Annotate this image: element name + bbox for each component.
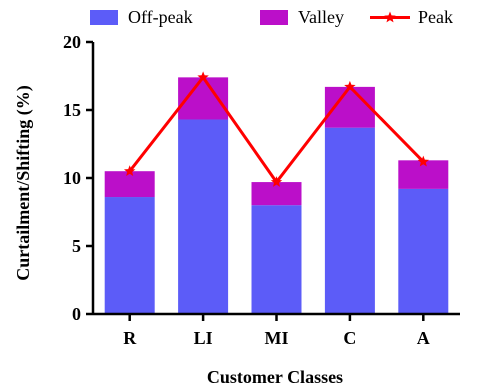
point-peak-mi	[270, 176, 283, 187]
legend-swatch-off-peak	[90, 10, 118, 25]
x-tick-label-c: C	[343, 328, 356, 348]
bar-off-peak-mi	[251, 205, 302, 314]
y-tick-label-20: 20	[63, 32, 81, 52]
y-tick-label-0: 0	[72, 304, 81, 324]
legend: Off-peak Valley Peak	[90, 7, 453, 27]
point-peak-c	[344, 80, 356, 92]
y-tick-label-10: 10	[63, 168, 81, 188]
bar-off-peak-r	[104, 197, 155, 314]
bar-valley-mi	[251, 182, 302, 206]
point-peak-li	[197, 71, 209, 83]
bar-valley-a	[398, 160, 449, 189]
point-peak-r	[123, 165, 136, 177]
legend-label-valley: Valley	[298, 7, 344, 27]
bar-off-peak-c	[324, 127, 375, 315]
bar-valley-r	[104, 171, 155, 198]
y-tick-label-15: 15	[63, 100, 81, 120]
point-peak-a	[417, 155, 430, 167]
y-tick-label-5: 5	[72, 236, 81, 256]
legend-marker-peak	[384, 11, 396, 23]
x-tick-label-a: A	[417, 328, 430, 348]
plot-area: 0 5 10 15 20 R LI MI C A	[63, 32, 460, 348]
y-axis-label: Curtailment/Shifting (%)	[13, 85, 34, 281]
series-line-peak	[128, 75, 425, 184]
legend-label-off-peak: Off-peak	[128, 7, 193, 27]
legend-label-peak: Peak	[418, 7, 453, 27]
x-axis-label: Customer Classes	[207, 367, 343, 387]
x-tick-label-r: R	[123, 328, 137, 348]
x-tick-label-li: LI	[194, 328, 213, 348]
bar-off-peak-a	[398, 188, 449, 314]
x-tick-label-mi: MI	[265, 328, 289, 348]
legend-swatch-valley	[260, 10, 288, 25]
bar-off-peak-li	[178, 119, 229, 315]
